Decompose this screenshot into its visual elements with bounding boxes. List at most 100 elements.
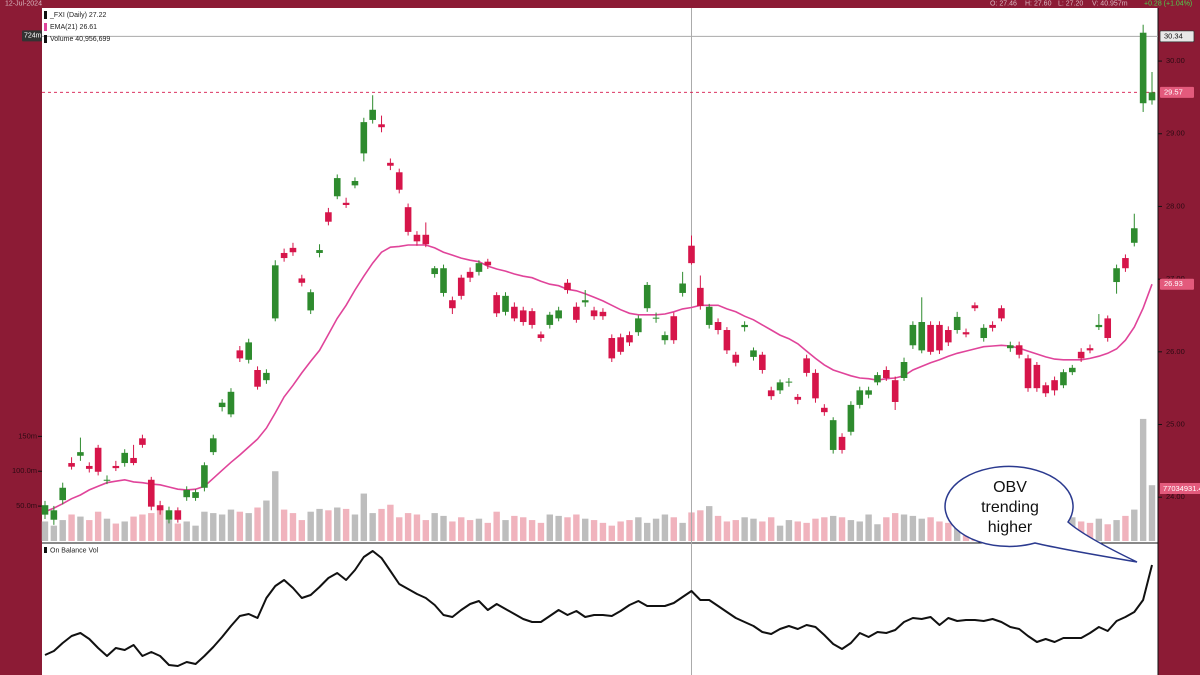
- legend-entry: Volume 40,956,699: [50, 36, 110, 43]
- candle-body: [564, 282, 571, 291]
- volume-bar: [874, 524, 881, 541]
- candle-body: [41, 505, 49, 515]
- volume-bar: [280, 509, 288, 541]
- y-tick-label: 27.00: [1166, 274, 1185, 283]
- y-tick-label: 28.00: [1166, 201, 1185, 210]
- volume-bar: [484, 522, 491, 541]
- candle-body: [829, 420, 837, 450]
- volume-bar: [661, 514, 669, 541]
- volume-bar: [183, 521, 190, 541]
- volume-bar: [1148, 485, 1156, 541]
- volume-tick-label: 100.0m: [12, 466, 37, 475]
- candle-body: [271, 265, 279, 319]
- volume-bar: [829, 515, 837, 541]
- volume-bar: [936, 521, 943, 541]
- obv-label: On Balance Vol: [50, 547, 99, 554]
- candle-body: [493, 295, 500, 314]
- candle-body: [174, 510, 182, 520]
- candle-body: [1060, 372, 1067, 386]
- candle-body: [440, 268, 447, 293]
- candle-body: [962, 332, 970, 335]
- candle-body: [325, 212, 332, 222]
- volume-bar: [396, 517, 403, 541]
- candle-body: [590, 310, 598, 317]
- candle-body: [1086, 348, 1094, 351]
- candle-body: [785, 381, 793, 383]
- obv-legend-swatch: [44, 547, 47, 553]
- volume-bar: [351, 514, 359, 541]
- candle-body: [351, 181, 359, 186]
- volume-bar: [227, 509, 235, 541]
- volume-bar: [528, 520, 536, 541]
- candle-body: [307, 292, 314, 311]
- volume-bar: [316, 508, 323, 541]
- candle-body: [1122, 258, 1129, 269]
- volume-bar: [900, 514, 908, 541]
- candle-body: [289, 247, 297, 253]
- volume-bar: [821, 517, 828, 541]
- volume-bar: [918, 518, 925, 541]
- volume-bar: [776, 525, 784, 541]
- annotation-bubble: [944, 465, 1138, 563]
- candle-body: [511, 306, 518, 319]
- candle-body: [395, 172, 403, 190]
- header-low: L: 27.20: [1058, 0, 1083, 7]
- candle-body: [59, 487, 67, 501]
- volume-bar: [50, 525, 58, 541]
- candle-body: [1033, 364, 1041, 389]
- volume-bar: [838, 517, 846, 541]
- volume-bar: [192, 525, 199, 541]
- y-tick-label: 25.00: [1166, 419, 1185, 428]
- volume-bar: [626, 520, 633, 541]
- candle-body: [139, 438, 146, 445]
- candle-body: [201, 465, 208, 488]
- volume-bar: [564, 517, 571, 541]
- candle-body: [635, 318, 642, 333]
- volume-bar: [511, 515, 518, 541]
- last-price-tag-box: [1160, 86, 1194, 98]
- volume-bar: [245, 513, 252, 541]
- crosshair-price-tag-box: [1159, 30, 1195, 43]
- volume-bar: [750, 518, 757, 541]
- volume-bar: [413, 514, 421, 541]
- volume-bar: [86, 520, 93, 541]
- candle-body: [617, 337, 624, 352]
- legend-swatch: [44, 35, 47, 43]
- candle-body: [147, 479, 155, 507]
- ema-tag-box: [1160, 278, 1194, 290]
- candle-body: [555, 310, 562, 319]
- volume-bar: [1122, 515, 1129, 541]
- candle-body: [998, 308, 1005, 319]
- volume-bar: [94, 511, 102, 541]
- volume-tick-label: 150m: [18, 431, 37, 440]
- candle-body: [360, 122, 368, 154]
- candle-body: [50, 510, 58, 520]
- volume-bar: [812, 518, 819, 541]
- crosshair-volume-tag-box: [22, 30, 42, 42]
- candle-body: [422, 234, 430, 245]
- volume-bar: [883, 517, 890, 541]
- volume-bar: [342, 508, 350, 541]
- volume-bar: [493, 511, 500, 541]
- candle-body: [112, 465, 120, 469]
- candle-body: [741, 324, 748, 328]
- volume-bar: [68, 514, 75, 541]
- candle-body: [838, 436, 846, 450]
- candle-body: [1077, 351, 1085, 359]
- candle-body: [679, 283, 686, 293]
- candle-body: [1015, 345, 1023, 355]
- candle-body: [466, 271, 474, 278]
- candle-body: [989, 324, 996, 328]
- ema-line: [44, 244, 1153, 513]
- candle-body: [156, 505, 164, 511]
- candle-body: [546, 314, 554, 325]
- candle-body: [803, 358, 810, 373]
- candle-body: [94, 447, 102, 472]
- volume-bar: [289, 513, 297, 541]
- volume-bar: [236, 511, 244, 541]
- volume-bar: [387, 504, 394, 541]
- candle-body: [714, 322, 722, 331]
- legend-entry: EMA(21) 26.61: [50, 24, 97, 31]
- candle-body: [599, 311, 607, 317]
